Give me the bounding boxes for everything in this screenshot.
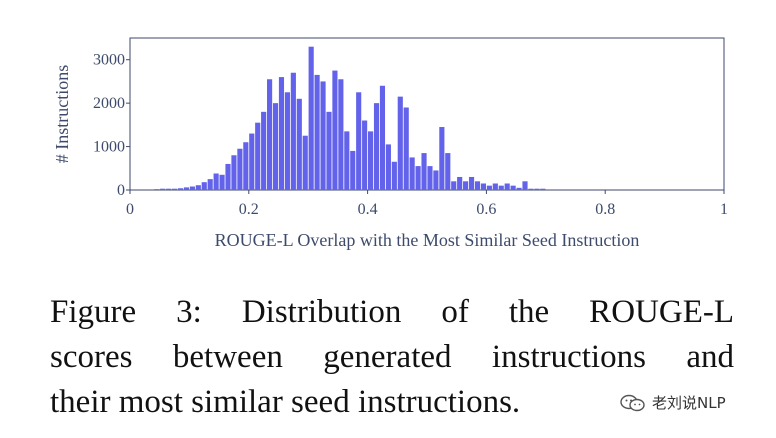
histogram-bar — [195, 185, 201, 190]
histogram-bar — [439, 127, 445, 190]
histogram-bar — [421, 153, 427, 190]
caption-line: scores between generated instructions an… — [50, 339, 734, 375]
histogram-bar — [373, 103, 380, 190]
histogram-bar — [302, 135, 308, 190]
histogram-bar — [231, 155, 237, 190]
histogram-bar — [314, 74, 320, 190]
histogram-bar — [249, 133, 255, 190]
histogram-bar — [219, 174, 225, 190]
histogram-bar — [160, 188, 166, 190]
histogram-bar — [492, 183, 498, 190]
histogram-bar — [480, 183, 486, 190]
histogram-bar — [213, 173, 219, 190]
histogram-bar — [540, 188, 546, 190]
histogram-bar — [237, 148, 243, 190]
histogram-bar — [177, 188, 184, 190]
histogram-bar — [201, 182, 207, 190]
histogram-bar — [308, 46, 314, 190]
histogram-bar — [463, 181, 469, 190]
histogram-bar — [166, 188, 172, 190]
y-tick-label: 3000 — [93, 52, 125, 69]
histogram-bar — [171, 188, 178, 190]
histogram-bar — [445, 153, 451, 190]
histogram-bar — [474, 181, 481, 190]
plot-frame — [129, 37, 725, 191]
watermark: 老刘说NLP — [620, 392, 726, 413]
wechat-icon — [620, 394, 645, 411]
y-axis-label: # Instructions — [52, 65, 72, 164]
x-tick-label: 0.4 — [358, 201, 378, 218]
histogram-bar — [183, 187, 189, 190]
histogram-bar — [415, 166, 421, 190]
histogram-bar — [296, 98, 302, 190]
histogram-bar — [534, 188, 540, 190]
x-ticks: 0 0.2 0.4 0.6 0.8 1 — [126, 190, 728, 218]
histogram-bar — [457, 176, 463, 190]
y-tick-label: 0 — [117, 182, 125, 199]
histogram-bar — [350, 150, 356, 190]
histogram-bar — [504, 183, 510, 190]
histogram-bar — [272, 103, 279, 190]
figure-caption: Figure 3: Distribution of the ROUGE-L sc… — [50, 290, 734, 425]
histogram-bar — [338, 79, 344, 190]
histogram-bar — [409, 157, 415, 190]
histogram-bar — [207, 179, 213, 190]
histogram-bar — [225, 163, 231, 190]
histogram-bar — [451, 181, 457, 190]
histogram-bar — [468, 176, 475, 190]
histogram-chart: 0 0.2 0.4 0.6 0.8 1 0 1000 2000 3000 ROUGE-L Ove… — [52, 37, 728, 250]
histogram-bar — [368, 131, 374, 190]
histogram-bar — [332, 70, 338, 190]
histogram-bar — [320, 81, 326, 190]
histogram-bar — [397, 96, 403, 190]
bars-group — [154, 46, 546, 190]
histogram-bar — [362, 120, 368, 190]
caption-line: their most similar seed instructions. — [50, 384, 521, 420]
histogram-bar — [344, 131, 350, 190]
histogram-bar — [255, 122, 261, 190]
histogram-bar — [427, 166, 433, 190]
y-tick-label: 2000 — [93, 95, 125, 112]
histogram-bar — [267, 79, 273, 190]
caption-line: Figure 3: Distribution of the ROUGE-L — [50, 294, 734, 330]
histogram-bar — [498, 185, 504, 190]
histogram-bar — [154, 189, 160, 190]
x-tick-label: 0.2 — [239, 201, 259, 218]
histogram-bar — [356, 92, 362, 190]
histogram-bar — [290, 72, 296, 190]
histogram-bar — [510, 185, 516, 190]
x-tick-label: 0 — [126, 201, 134, 218]
histogram-bar — [278, 77, 285, 190]
watermark-text: 老刘说NLP — [652, 394, 726, 412]
x-tick-label: 1 — [720, 201, 728, 218]
y-tick-label: 1000 — [93, 139, 125, 156]
histogram-bar — [486, 185, 492, 190]
x-tick-label: 0.6 — [476, 201, 496, 218]
histogram-bar — [379, 85, 386, 190]
histogram-bar — [528, 188, 534, 190]
histogram-bar — [391, 161, 397, 190]
histogram-bar — [261, 111, 267, 190]
histogram-bar — [403, 107, 409, 190]
histogram-bar — [516, 187, 522, 190]
histogram-bar — [433, 170, 439, 190]
x-tick-label: 0.8 — [595, 201, 615, 218]
histogram-bar — [385, 144, 391, 190]
histogram-bar — [326, 111, 332, 190]
histogram-bar — [284, 92, 290, 190]
histogram-bar — [522, 181, 528, 190]
histogram-bar — [189, 186, 195, 190]
x-axis-label: ROUGE-L Overlap with the Most Similar Se… — [215, 230, 640, 250]
y-ticks: 0 1000 2000 3000 — [93, 52, 130, 199]
histogram-bar — [243, 142, 249, 190]
